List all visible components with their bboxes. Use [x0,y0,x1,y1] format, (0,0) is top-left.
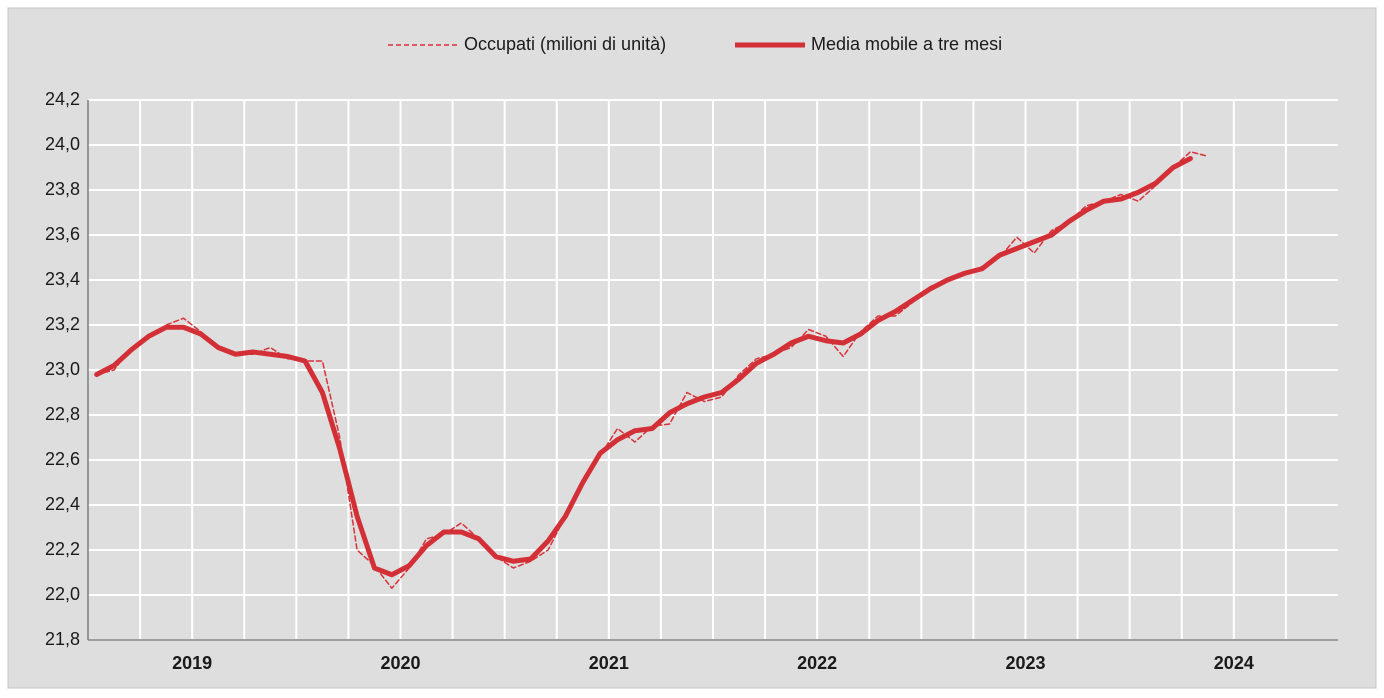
y-tick-label: 22,2 [45,539,80,559]
x-tick-label: 2024 [1214,653,1254,673]
y-tick-label: 23,4 [45,269,80,289]
y-tick-label: 22,6 [45,449,80,469]
y-tick-label: 22,0 [45,584,80,604]
x-tick-label: 2022 [797,653,837,673]
y-tick-label: 24,2 [45,89,80,109]
chart-background [7,7,1377,689]
x-tick-label: 2023 [1005,653,1045,673]
legend-label: Occupati (milioni di unità) [464,34,666,54]
y-tick-label: 21,8 [45,629,80,649]
y-tick-label: 23,2 [45,314,80,334]
x-tick-label: 2020 [380,653,420,673]
y-tick-label: 23,6 [45,224,80,244]
y-tick-label: 24,0 [45,134,80,154]
series-line [94,156,1193,578]
legend-label: Media mobile a tre mesi [811,34,1002,54]
y-tick-label: 22,8 [45,404,80,424]
x-tick-label: 2021 [589,653,629,673]
y-tick-label: 23,0 [45,359,80,379]
x-tick-label: 2019 [172,653,212,673]
y-tick-label: 23,8 [45,179,80,199]
y-tick-label: 22,4 [45,494,80,514]
